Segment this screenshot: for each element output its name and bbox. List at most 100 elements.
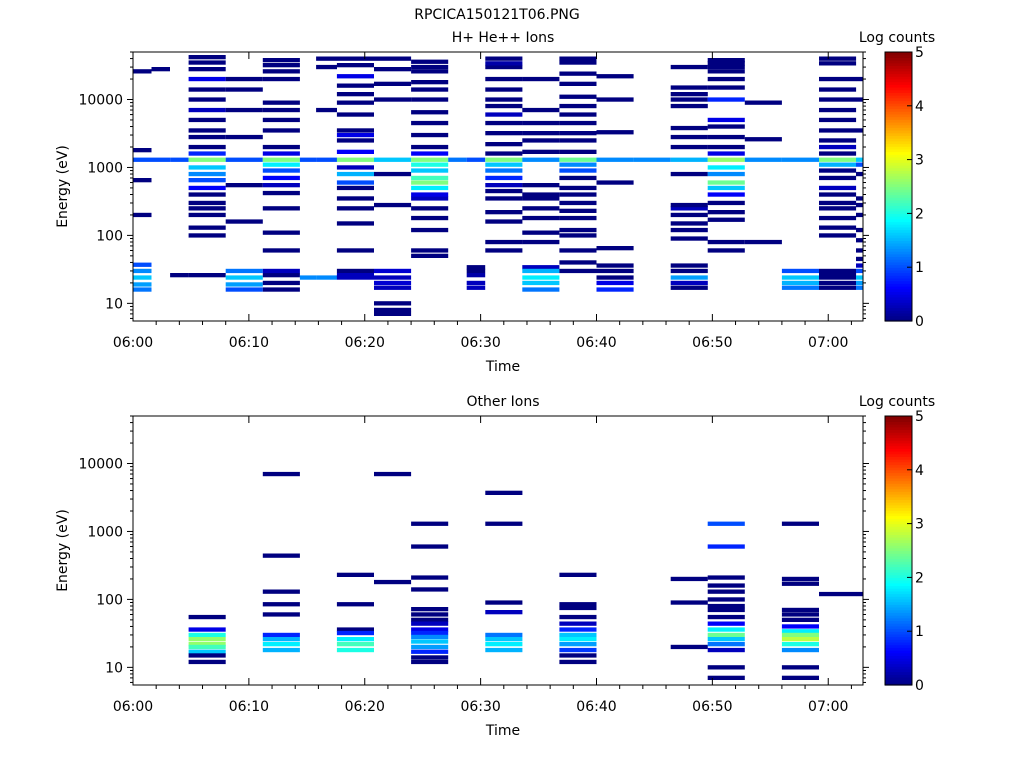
heatmap-cell — [596, 157, 634, 162]
heatmap-cell — [485, 248, 523, 253]
heatmap-cell — [670, 644, 708, 650]
heatmap-cell — [336, 171, 374, 177]
colorbar-swatch — [885, 426, 912, 431]
heatmap-cell — [707, 151, 745, 156]
heatmap-cell — [856, 268, 863, 274]
heatmap-cell — [670, 103, 708, 109]
heatmap-cell — [670, 125, 708, 131]
colorbar-swatch — [885, 512, 912, 517]
heatmap-cell — [522, 280, 560, 286]
heatmap-cell — [188, 627, 226, 632]
heatmap-cell — [522, 268, 560, 274]
colorbar-swatch — [885, 310, 912, 314]
heatmap-cell — [411, 639, 449, 644]
heatmap-cell — [781, 665, 819, 670]
heatmap-cell — [188, 614, 226, 620]
colorbar-frame — [884, 51, 913, 322]
heatmap-cell — [336, 647, 374, 653]
colorbar-swatch — [885, 162, 912, 166]
colorbar-swatch — [885, 539, 912, 544]
colorbar-swatch — [885, 111, 912, 115]
heatmap-cell — [707, 575, 745, 580]
heatmap-cell — [466, 280, 486, 286]
heatmap-cell — [819, 97, 857, 102]
colorbar-swatch — [885, 421, 912, 425]
colorbar-swatch — [885, 65, 912, 69]
heatmap-cell — [596, 268, 634, 274]
colorbar-swatch — [885, 550, 912, 554]
figure-title: RPCICA150121T06.PNG — [414, 7, 579, 23]
colorbar-swatch — [885, 148, 912, 153]
heatmap-cell — [485, 87, 523, 92]
colorbar-swatch — [885, 132, 912, 136]
heatmap-cell — [559, 103, 597, 109]
heatmap-cell — [856, 157, 863, 162]
heatmap-cell — [411, 64, 449, 70]
x-tick-label: 06:30 — [460, 335, 500, 351]
heatmap-cell — [485, 637, 523, 642]
colorbar-swatch — [885, 52, 912, 56]
heatmap-cell — [466, 268, 486, 274]
colorbar-swatch — [885, 507, 912, 511]
colorbar-swatch — [885, 224, 912, 228]
heatmap-cell — [133, 69, 152, 74]
colorbar-swatch — [885, 483, 912, 487]
heatmap-cell — [559, 168, 597, 173]
heatmap-cell — [262, 471, 300, 477]
x-tick-label: 06:40 — [576, 699, 616, 715]
x-tick-label: 06:00 — [113, 699, 153, 715]
colorbar-swatch — [885, 173, 912, 177]
heatmap-cell — [336, 642, 374, 647]
heatmap-cell — [596, 263, 634, 268]
heatmap-cell — [819, 268, 857, 274]
y-tick-label: 10 — [105, 296, 123, 312]
colorbar-swatch — [885, 531, 912, 535]
heatmap-cell — [819, 87, 857, 92]
heatmap-cell — [336, 572, 374, 577]
colorbar-swatch — [885, 652, 912, 657]
heatmap-cell — [670, 600, 708, 605]
heatmap-cell — [262, 268, 300, 274]
heatmap-cell — [188, 76, 226, 82]
heatmap-cell — [670, 221, 708, 226]
colorbar-tick-label: 4 — [915, 99, 924, 115]
colorbar-swatch — [885, 76, 912, 80]
colorbar-swatch — [885, 639, 912, 643]
heatmap-cell — [522, 206, 560, 211]
heatmap-cell — [707, 97, 745, 102]
heatmap-cell — [781, 157, 819, 162]
heatmap-cell — [856, 162, 863, 167]
heatmap-cell — [670, 144, 708, 150]
heatmap-cell — [559, 647, 597, 653]
heatmap-cell — [411, 649, 449, 654]
heatmap-cell — [559, 208, 597, 213]
colorbar-swatch — [885, 119, 912, 123]
heatmap-cell — [522, 196, 560, 201]
colorbar-swatch — [885, 580, 912, 584]
heatmap-cell — [781, 268, 819, 274]
heatmap-cell — [411, 80, 449, 85]
colorbar-swatch — [885, 658, 912, 662]
heatmap-cell — [670, 576, 708, 582]
heatmap-cell — [781, 637, 819, 642]
heatmap-cell — [819, 168, 857, 173]
heatmap-cell — [707, 171, 745, 177]
heatmap-cell — [485, 76, 523, 82]
x-tick-label: 07:00 — [808, 335, 848, 351]
colorbar-swatch — [885, 429, 912, 433]
heatmap-cell — [374, 97, 412, 102]
colorbar-swatch — [885, 434, 912, 439]
heatmap-cell — [522, 275, 560, 280]
heatmap-cell — [374, 311, 412, 316]
heatmap-cell — [522, 215, 560, 221]
heatmap-cell — [188, 157, 226, 162]
colorbar-swatch — [885, 456, 912, 460]
heatmap-cell — [856, 97, 863, 102]
heatmap-cell — [188, 97, 226, 102]
heatmap-cell — [188, 659, 226, 665]
heatmap-cell — [262, 144, 300, 150]
heatmap-cell — [316, 64, 337, 70]
heatmap-cell — [133, 178, 152, 183]
heatmap-cell — [707, 64, 745, 70]
heatmap-cell — [707, 61, 745, 66]
